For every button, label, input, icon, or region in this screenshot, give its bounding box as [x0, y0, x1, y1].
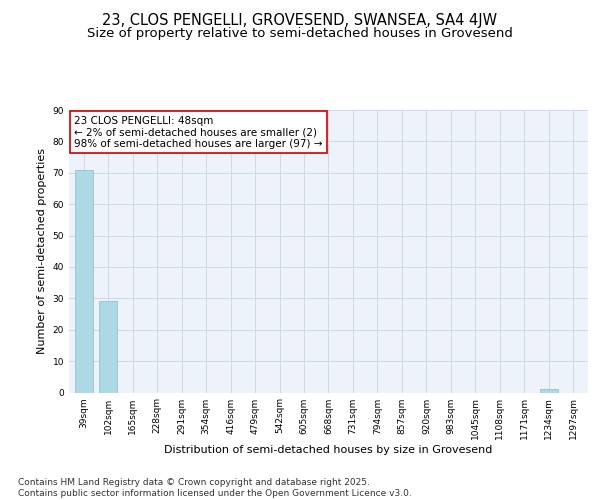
Text: 23, CLOS PENGELLI, GROVESEND, SWANSEA, SA4 4JW: 23, CLOS PENGELLI, GROVESEND, SWANSEA, S… — [103, 12, 497, 28]
Bar — [539, 390, 558, 392]
Text: Contains HM Land Registry data © Crown copyright and database right 2025.
Contai: Contains HM Land Registry data © Crown c… — [18, 478, 412, 498]
Text: Size of property relative to semi-detached houses in Grovesend: Size of property relative to semi-detach… — [87, 28, 513, 40]
Bar — [99, 302, 118, 392]
Y-axis label: Number of semi-detached properties: Number of semi-detached properties — [37, 148, 47, 354]
X-axis label: Distribution of semi-detached houses by size in Grovesend: Distribution of semi-detached houses by … — [164, 445, 493, 455]
Bar — [74, 170, 93, 392]
Text: 23 CLOS PENGELLI: 48sqm
← 2% of semi-detached houses are smaller (2)
98% of semi: 23 CLOS PENGELLI: 48sqm ← 2% of semi-det… — [74, 116, 323, 149]
